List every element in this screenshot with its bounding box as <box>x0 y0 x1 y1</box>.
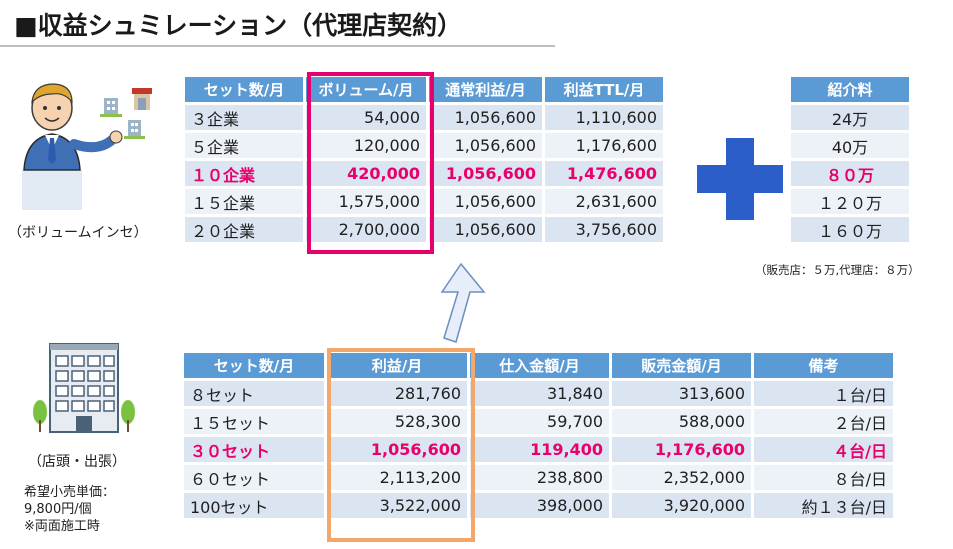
row-label: ６０セット <box>184 465 324 490</box>
building-icon-2 <box>124 120 145 139</box>
profit-cell: 2,113,200 <box>327 465 467 490</box>
table-row: ２０企業 2,700,000 1,056,600 3,756,600 <box>185 217 663 242</box>
fee-cell: ８０万 <box>791 161 909 186</box>
profit-cell: 1,056,600 <box>429 133 542 158</box>
retail-price-note: ※両面施工時 <box>24 519 100 534</box>
cost-cell: 398,000 <box>470 493 609 518</box>
col-total-header: 利益TTL/月 <box>545 77 663 102</box>
fee-note: （販売店：５万,代理店：８万） <box>755 263 920 277</box>
table-row-highlight: ３０セット 1,056,600 119,400 1,176,600 ４台/日 <box>184 437 893 462</box>
col-sales-header: 販売金額/月 <box>612 353 751 378</box>
volume-cell: 54,000 <box>306 105 426 130</box>
sales-cell: 313,600 <box>612 381 751 406</box>
sales-cell: 2,352,000 <box>612 465 751 490</box>
up-arrow-icon <box>440 262 486 343</box>
cost-cell: 119,400 <box>470 437 609 462</box>
row-label: ５企業 <box>185 133 303 158</box>
referral-fee-table: 紹介料 24万 40万 ８０万 １２０万 １６０万 <box>788 74 912 245</box>
retail-price-value: 9,800円/個 <box>24 502 92 517</box>
table-row: 40万 <box>791 133 909 158</box>
total-cell: 1,110,600 <box>545 105 663 130</box>
total-cell: 1,476,600 <box>545 161 663 186</box>
total-cell: 1,176,600 <box>545 133 663 158</box>
title-divider <box>0 45 555 47</box>
row-label: １０企業 <box>185 161 303 186</box>
businessman-icon <box>22 83 152 210</box>
sales-cell: 3,920,000 <box>612 493 751 518</box>
fee-cell: 40万 <box>791 133 909 158</box>
sales-cell: 1,176,600 <box>612 437 751 462</box>
row-label: ３企業 <box>185 105 303 130</box>
profit-cell: 528,300 <box>327 409 467 434</box>
sales-table: セット数/月 利益/月 仕入金額/月 販売金額/月 備考 ８セット 281,76… <box>181 350 896 521</box>
fee-cell: １２０万 <box>791 189 909 214</box>
store-icon <box>132 88 152 110</box>
cost-cell: 31,840 <box>470 381 609 406</box>
store-visit-caption: （店頭・出張） <box>28 454 126 470</box>
table-row: 100セット 3,522,000 398,000 3,920,000 約１３台/… <box>184 493 893 518</box>
volume-cell: 120,000 <box>306 133 426 158</box>
total-cell: 3,756,600 <box>545 217 663 242</box>
table-row: １６０万 <box>791 217 909 242</box>
col-volume-header: ボリューム/月 <box>306 77 426 102</box>
col-sets-header: セット数/月 <box>184 353 324 378</box>
profit-cell: 3,522,000 <box>327 493 467 518</box>
table-row: １２０万 <box>791 189 909 214</box>
volume-cell: 2,700,000 <box>306 217 426 242</box>
row-label: ８セット <box>184 381 324 406</box>
table-row-highlight: ８０万 <box>791 161 909 186</box>
profit-cell: 1,056,600 <box>429 217 542 242</box>
page-title: ■収益シュミレーション（代理店契約） <box>14 11 463 40</box>
profit-column-highlight-box <box>327 348 475 542</box>
volume-column-highlight-box <box>307 72 434 254</box>
col-profit-header: 通常利益/月 <box>429 77 542 102</box>
sales-cell: 588,000 <box>612 409 751 434</box>
table-row: １５企業 1,575,000 1,056,600 2,631,600 <box>185 189 663 214</box>
building-icon <box>100 98 122 117</box>
col-profit-header: 利益/月 <box>327 353 467 378</box>
note-cell: ４台/日 <box>754 437 893 462</box>
table-row: ６０セット 2,113,200 238,800 2,352,000 ８台/日 <box>184 465 893 490</box>
table-row: ５企業 120,000 1,056,600 1,176,600 <box>185 133 663 158</box>
note-cell: ２台/日 <box>754 409 893 434</box>
volume-table: セット数/月 ボリューム/月 通常利益/月 利益TTL/月 ３企業 54,000… <box>182 74 666 245</box>
table-row: ８セット 281,760 31,840 313,600 １台/日 <box>184 381 893 406</box>
table-row-highlight: １０企業 420,000 1,056,600 1,476,600 <box>185 161 663 186</box>
row-label: ２０企業 <box>185 217 303 242</box>
col-note-header: 備考 <box>754 353 893 378</box>
profit-cell: 1,056,600 <box>429 105 542 130</box>
table-row: １５セット 528,300 59,700 588,000 ２台/日 <box>184 409 893 434</box>
row-label: ３０セット <box>184 437 324 462</box>
plus-icon-bar <box>697 165 783 193</box>
office-building-icon <box>33 343 135 433</box>
row-label: １５セット <box>184 409 324 434</box>
profit-cell: 1,056,600 <box>327 437 467 462</box>
table-row: ３企業 54,000 1,056,600 1,110,600 <box>185 105 663 130</box>
cost-cell: 238,800 <box>470 465 609 490</box>
profit-cell: 1,056,600 <box>429 189 542 214</box>
volume-cell: 420,000 <box>306 161 426 186</box>
fee-cell: １６０万 <box>791 217 909 242</box>
total-cell: 2,631,600 <box>545 189 663 214</box>
profit-cell: 281,760 <box>327 381 467 406</box>
row-label: 100セット <box>184 493 324 518</box>
profit-cell: 1,056,600 <box>429 161 542 186</box>
cost-cell: 59,700 <box>470 409 609 434</box>
table-row: 24万 <box>791 105 909 130</box>
row-label: １５企業 <box>185 189 303 214</box>
note-cell: １台/日 <box>754 381 893 406</box>
volume-incentive-caption: （ボリュームインセ） <box>8 225 148 241</box>
note-cell: 約１３台/日 <box>754 493 893 518</box>
note-cell: ８台/日 <box>754 465 893 490</box>
col-cost-header: 仕入金額/月 <box>470 353 609 378</box>
col-sets-header: セット数/月 <box>185 77 303 102</box>
referral-fee-header: 紹介料 <box>791 77 909 102</box>
fee-cell: 24万 <box>791 105 909 130</box>
retail-price-label: 希望小売単価： <box>24 485 116 500</box>
volume-cell: 1,575,000 <box>306 189 426 214</box>
